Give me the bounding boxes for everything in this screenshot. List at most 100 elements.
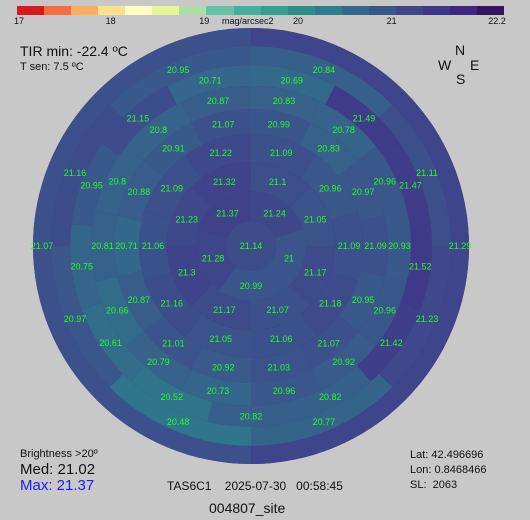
sky-cell <box>167 246 213 306</box>
sky-value-label: 21.1 <box>269 177 287 187</box>
sky-value-label: 21.32 <box>213 177 236 187</box>
sky-cell <box>144 155 202 221</box>
sky-value-label: 20.97 <box>64 314 87 324</box>
sky-cell <box>251 191 304 239</box>
compass-s: S <box>456 71 466 87</box>
sky-cell <box>251 109 311 146</box>
sky-value-label: 21.07 <box>317 338 340 348</box>
sky-cell <box>181 86 251 123</box>
sky-value-label: 20.75 <box>70 262 93 272</box>
sky-cell <box>130 365 213 422</box>
sky-value-label: 20.77 <box>313 417 336 427</box>
latitude: Lat: 42.496696 <box>410 449 484 461</box>
sky-cell <box>113 215 142 277</box>
colorbar-swatch <box>125 6 153 15</box>
sky-value-label: 21.07 <box>212 120 235 130</box>
sky-value-label: 20.95 <box>352 295 375 305</box>
sky-cell <box>185 134 251 179</box>
sky-value-label: 21.23 <box>416 314 439 324</box>
sky-cell <box>251 346 311 383</box>
colorbar-tick: 19 <box>199 16 210 26</box>
sky-cell <box>400 224 433 311</box>
sky-value-label: 21.07 <box>31 241 54 251</box>
sky-cell <box>357 302 421 382</box>
colorbar-swatch <box>395 6 423 15</box>
colorbar-tick: 21 <box>386 16 397 26</box>
sky-value-label: 20.48 <box>167 417 190 427</box>
sky-cell <box>90 210 118 282</box>
sky-value-label: 21.16 <box>64 168 87 178</box>
sky-cell <box>358 146 407 216</box>
sky-value-label: 20.95 <box>80 181 103 191</box>
sky-cell <box>70 224 102 311</box>
sky-cell <box>251 284 311 330</box>
sky-value-label: 21.17 <box>304 268 327 278</box>
sky-value-label: 21.22 <box>209 148 232 158</box>
sky-value-label: 20.83 <box>273 96 296 106</box>
sky-value-label: 20.82 <box>319 392 342 402</box>
longitude: Lon: 0.8468466 <box>410 464 487 476</box>
sky-cell <box>310 331 377 391</box>
sky-cell <box>167 186 213 246</box>
colorbar-tick: 20 <box>292 16 303 26</box>
sky-cell <box>191 284 251 330</box>
sky-value-label: 20.82 <box>240 412 263 422</box>
colorbar-swatch <box>477 6 505 15</box>
sky-value-label: 20.88 <box>128 187 151 197</box>
sky-cell <box>139 211 172 281</box>
sky-cell <box>378 246 451 388</box>
sky-cell <box>218 266 284 301</box>
sky-value-label: 20.87 <box>128 295 151 305</box>
colorbar-unit: mag/arcsec2 <box>222 16 274 26</box>
colorbar <box>17 6 505 15</box>
sky-value-label: 20.84 <box>313 65 336 75</box>
sky-value-label: 20.92 <box>332 357 355 367</box>
sky-value-label: 21.29 <box>449 241 472 251</box>
median-label: Med: 21.02 <box>20 461 96 478</box>
sky-cell <box>117 160 164 222</box>
sky-value-label: 20.78 <box>332 125 355 135</box>
sky-cell <box>384 210 411 282</box>
colorbar-swatch <box>260 6 288 15</box>
sky-value-label: 20.79 <box>147 357 170 367</box>
site-label: 004807_site <box>209 500 286 516</box>
sky-cell <box>251 369 321 406</box>
sky-value-label: 20.83 <box>317 144 340 154</box>
sky-cell <box>181 369 251 407</box>
sky-cell <box>144 271 202 337</box>
sky-value-label: 21.06 <box>142 241 165 251</box>
sky-cell <box>185 313 251 358</box>
sky-cell <box>109 46 251 119</box>
sky-value-label: 20.96 <box>273 386 296 396</box>
sky-value-label: 21.03 <box>267 362 290 372</box>
sky-cell <box>251 313 317 358</box>
compass-n: N <box>455 42 466 58</box>
sky-value-label: 21.3 <box>178 268 196 278</box>
sky-value-label: 20.8 <box>108 177 126 187</box>
sky-value-label: 21.09 <box>270 148 293 158</box>
sky-value-label: 21 <box>284 253 294 263</box>
colorbar-swatch <box>233 6 261 15</box>
colorbar-tick: 17 <box>13 16 25 26</box>
sky-cell <box>251 86 321 123</box>
sky-cell <box>325 85 400 156</box>
sky-cell <box>338 270 385 332</box>
sky-cell <box>51 104 124 246</box>
sky-cell <box>338 160 385 222</box>
sky-cell <box>196 229 237 291</box>
sky-cell-zenith <box>226 221 276 271</box>
sky-cell <box>109 373 251 446</box>
sky-cell <box>191 346 251 383</box>
sky-value-label: 21.09 <box>364 241 387 251</box>
sky-value-label: 21.17 <box>213 305 236 315</box>
sky-cell <box>330 211 363 281</box>
sky-cell <box>125 331 192 391</box>
sky-value-label: 20.8 <box>150 125 168 135</box>
sky-value-label: 20.96 <box>319 183 342 193</box>
colorbar-tick: 22.2 <box>488 16 506 26</box>
sky-cell <box>358 276 407 346</box>
sky-value-label: 21.11 <box>416 168 438 178</box>
sky-cell <box>289 365 372 422</box>
sky-cell <box>207 401 295 427</box>
sky-cell <box>102 85 177 156</box>
